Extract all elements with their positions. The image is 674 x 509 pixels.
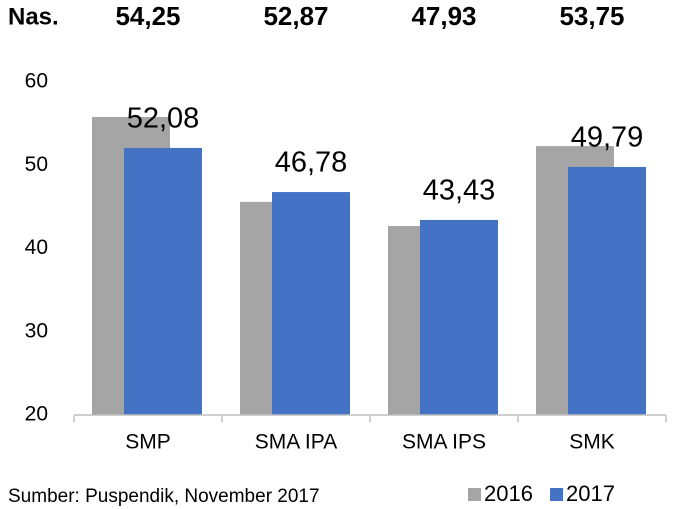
bar [124, 147, 202, 415]
legend-label: 2016 [484, 481, 533, 506]
bar [272, 192, 350, 415]
bar [568, 166, 646, 415]
y-tick-label: 20 [25, 403, 48, 426]
x-tick-label: SMK [569, 431, 615, 454]
y-tick-label: 50 [25, 153, 48, 176]
x-tick-label: SMA IPS [402, 431, 486, 454]
x-tick-label: SMA IPA [255, 431, 337, 454]
national-value: 52,87 [263, 1, 328, 31]
y-tick-label: 30 [25, 319, 48, 342]
legend-swatch [550, 488, 563, 501]
data-label: 43,43 [423, 175, 496, 207]
bar [420, 219, 498, 415]
data-label: 49,79 [571, 122, 644, 154]
source: Sumber: Puspendik, November 2017 [8, 486, 320, 507]
data-label: 52,08 [127, 103, 200, 135]
legend-label: 2017 [566, 481, 615, 506]
national-value: 47,93 [411, 1, 476, 31]
national-value: 54,25 [115, 1, 180, 31]
national-value: 53,75 [559, 1, 624, 31]
y-tick-label: 60 [25, 70, 48, 93]
legend-swatch [468, 488, 481, 501]
x-tick-label: SMP [125, 431, 171, 454]
national-label: Nas. [8, 3, 59, 30]
data-label: 46,78 [275, 147, 348, 179]
y-tick-label: 40 [25, 236, 48, 259]
